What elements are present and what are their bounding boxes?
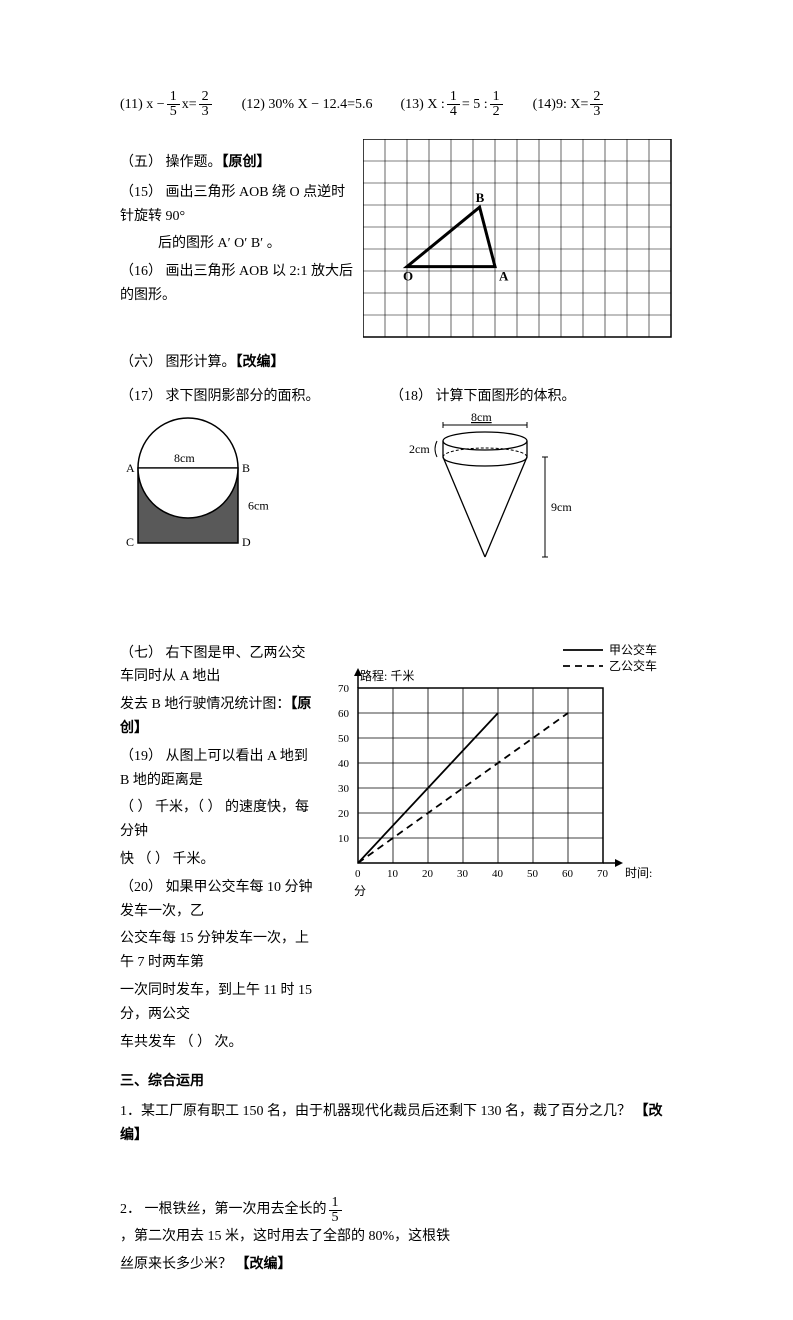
svg-text:C: C <box>126 535 134 549</box>
sec5-title: （五） 操作题。【原创】 <box>120 151 353 175</box>
svg-text:A: A <box>126 461 135 475</box>
frac-13-2: 12 <box>490 90 503 119</box>
frac-13-1: 14 <box>447 90 460 119</box>
sec3-title: 三、综合运用 <box>120 1070 673 1094</box>
sec6-title: （六） 图形计算。【改编】 <box>120 351 673 375</box>
svg-text:70: 70 <box>597 868 609 880</box>
svg-text:6cm: 6cm <box>248 498 269 512</box>
svg-text:8cm: 8cm <box>174 451 195 465</box>
frac-11-1: 15 <box>167 90 180 119</box>
svg-text:O: O <box>403 269 413 284</box>
eq-14-a: (14)9: X= <box>533 97 589 113</box>
eq-11: (11) x − 15 x= 23 <box>120 90 214 119</box>
triangle-grid-svg: O A B <box>363 139 673 339</box>
eq-13-a: (13) X : <box>401 97 445 113</box>
svg-text:20: 20 <box>422 868 434 880</box>
svg-text:D: D <box>242 535 251 549</box>
eq-11-a: (11) x − <box>120 97 165 113</box>
sec3-q2-frac: 15 <box>329 1196 342 1225</box>
eq-11-mid: x= <box>182 97 197 113</box>
grid-figure: O A B <box>363 139 673 339</box>
cone-volume-figure: 8cm 2cm 9cm <box>390 413 590 583</box>
sec3-q2-line2: 丝原来长多少米？ 【改编】 <box>120 1253 673 1277</box>
eq-12: (12) 30% X − 12.4=5.6 <box>242 97 373 113</box>
sec3-q2-line1: 2． 一根铁丝，第一次用去全长的 15 ，第二次用去 15 米，这时用去了全部的… <box>120 1196 673 1249</box>
sec3-q2-tag: 【改编】 <box>236 1257 292 1272</box>
svg-text:B: B <box>242 461 250 475</box>
sec3-q1: 1．某工厂原有职工 150 名，由于机器现代化裁员后还剩下 130 名，裁了百分… <box>120 1100 673 1148</box>
eq-14: (14)9: X= 23 <box>533 90 606 119</box>
svg-text:A: A <box>499 269 509 284</box>
q20b: 公交车每 15 分钟发车一次，上午 7 时两车第 <box>120 927 313 975</box>
svg-text:时间:: 时间: <box>625 866 652 880</box>
section-6-body: （17） 求下图阴影部分的面积。 A B C D 8cm 6cm （18） 计算下面图形的… <box>120 381 673 583</box>
q19b: （ ） 千米，（ ） 的速度快，每分钟 <box>120 796 313 844</box>
eq-13: (13) X : 14 = 5 : 12 <box>401 90 505 119</box>
svg-text:40: 40 <box>492 868 504 880</box>
svg-text:30: 30 <box>338 783 350 795</box>
svg-text:60: 60 <box>338 708 350 720</box>
sec7-intro-a: （七） 右下图是甲、乙两公交车同时从 A 地出 <box>120 642 313 690</box>
sec6-tag: 【改编】 <box>236 355 285 370</box>
svg-text:甲公交车: 甲公交车 <box>609 642 657 657</box>
q19a: （19） 从图上可以看出 A 地到 B 地的距离是 <box>120 745 313 793</box>
svg-text:40: 40 <box>338 758 350 770</box>
sec5-tag: 【原创】 <box>222 155 271 170</box>
svg-text:30: 30 <box>457 868 469 880</box>
frac-11-2: 23 <box>199 90 212 119</box>
svg-text:60: 60 <box>562 868 574 880</box>
q16: （16） 画出三角形 AOB 以 2:1 放大后的图形。 <box>120 260 353 308</box>
q15-a: （15） 画出三角形 AOB 绕 O 点逆时针旋转 90° <box>120 181 353 229</box>
svg-text:0: 0 <box>355 868 361 880</box>
q20a: （20） 如果甲公交车每 10 分钟发车一次，乙 <box>120 876 313 924</box>
svg-text:B: B <box>476 190 485 205</box>
svg-text:乙公交车: 乙公交车 <box>609 658 657 673</box>
svg-text:路程: 千米: 路程: 千米 <box>360 668 414 683</box>
shaded-area-figure: A B C D 8cm 6cm <box>120 413 275 553</box>
q15-b: 后的图形 A′ O′ B′ 。 <box>120 232 353 256</box>
q17: （17） 求下图阴影部分的面积。 <box>120 385 380 409</box>
svg-text:8cm: 8cm <box>471 413 492 424</box>
q20c: 一次同时发车，到上午 11 时 15 分，两公交 <box>120 979 313 1027</box>
svg-text:2cm: 2cm <box>409 442 430 456</box>
sec7-intro-b: 发去 B 地行驶情况统计图：【原创】 <box>120 693 313 741</box>
svg-text:20: 20 <box>338 808 350 820</box>
svg-text:10: 10 <box>338 833 350 845</box>
svg-text:10: 10 <box>387 868 399 880</box>
svg-text:分: 分 <box>354 884 366 898</box>
frac-14-1: 23 <box>590 90 603 119</box>
section-5: （五） 操作题。【原创】 （15） 画出三角形 AOB 绕 O 点逆时针旋转 9… <box>120 139 673 339</box>
svg-text:70: 70 <box>338 683 350 695</box>
svg-text:50: 50 <box>338 733 350 745</box>
svg-text:50: 50 <box>527 868 539 880</box>
q18: （18） 计算下面图形的体积。 <box>390 385 590 409</box>
equation-row: (11) x − 15 x= 23 (12) 30% X − 12.4=5.6 … <box>120 90 673 119</box>
svg-text:9cm: 9cm <box>551 500 572 514</box>
bus-chart-container: 10 20 30 40 50 60 70 0 10 20 30 40 50 60 70 路程: 千米时间: 分 甲… <box>323 638 673 928</box>
bus-chart-svg: 10 20 30 40 50 60 70 0 10 20 30 40 50 60 70 路程: 千米时间: 分 甲… <box>323 638 673 928</box>
q19c: 快 （ ） 千米。 <box>120 848 313 872</box>
q20d: 车共发车 （ ） 次。 <box>120 1031 313 1055</box>
eq-13-mid: = 5 : <box>462 97 488 113</box>
section-7: （七） 右下图是甲、乙两公交车同时从 A 地出 发去 B 地行驶情况统计图：【原… <box>120 638 673 1059</box>
